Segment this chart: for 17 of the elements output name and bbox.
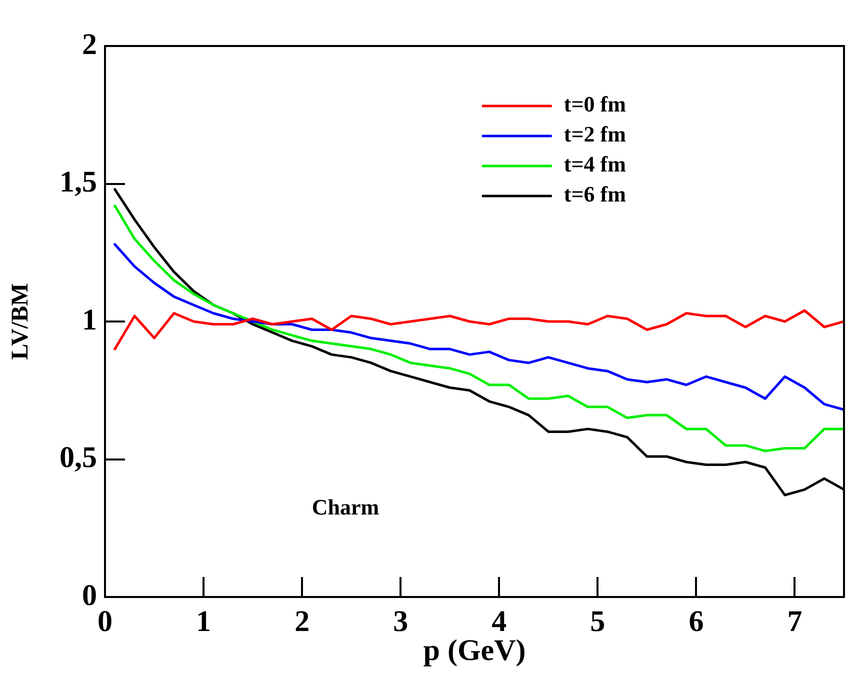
x-tick-label: 7: [787, 604, 802, 638]
legend-label: t=4 fm: [564, 152, 626, 177]
x-tick-label: 2: [294, 604, 310, 638]
legend-label: t=0 fm: [564, 92, 626, 117]
y-tick-label: 0: [82, 578, 97, 612]
y-tick-label: 1: [82, 303, 97, 336]
x-tick-label: 1: [196, 604, 212, 638]
legend-label: t=2 fm: [564, 122, 626, 147]
y-tick-label: 2: [82, 28, 97, 61]
x-tick-label: 3: [393, 604, 408, 638]
x-tick-label: 5: [590, 604, 606, 638]
legend-label: t=6 fm: [564, 182, 626, 207]
y-axis-title: LV/BM: [8, 283, 34, 360]
x-tick-label: 6: [688, 604, 704, 638]
y-tick-label: 1,5: [60, 166, 97, 198]
y-tick-label: 0,5: [60, 441, 97, 474]
annotation: Charm: [312, 494, 380, 520]
